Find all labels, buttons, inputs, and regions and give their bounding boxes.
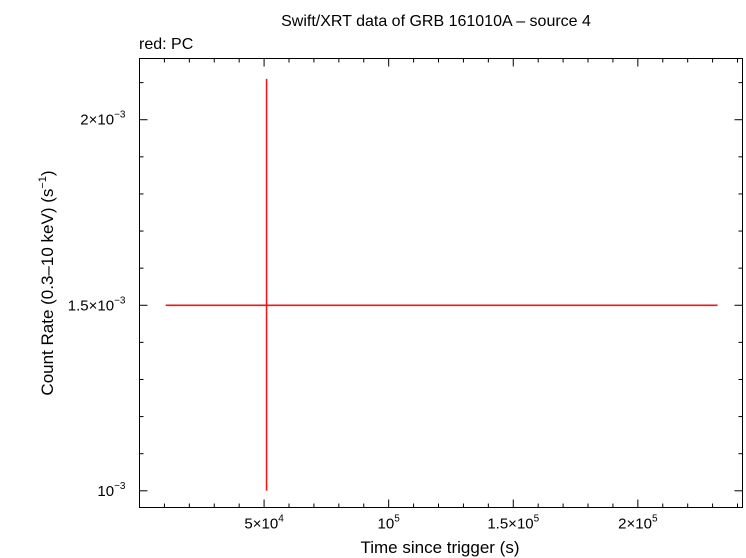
y-tick-label: 1.5×10−3 [68, 295, 126, 314]
y-axis-label: Count Rate (0.3–10 keV) (s−1) [37, 170, 57, 395]
y-tick-label: 2×10−3 [80, 110, 126, 129]
x-tick-label: 105 [378, 514, 401, 533]
y-axis-label-main: Count Rate (0.3–10 keV) (s [38, 189, 57, 396]
data-point [165, 78, 718, 491]
x-tick-label: 1.5×105 [487, 514, 539, 533]
x-tick-label: 2×105 [618, 514, 658, 533]
y-axis-label-end: ) [38, 170, 57, 176]
chart-title: Swift/XRT data of GRB 161010A – source 4 [281, 13, 591, 30]
data-layer [165, 78, 718, 491]
axis-ticks: 5×104 105 1.5×105 2×105 10−3 1.5×10−3 2×10−3 [68, 58, 743, 533]
x-tick-label: 5×104 [244, 514, 284, 533]
chart-subtitle: red: PC [139, 36, 193, 53]
y-axis-label-sup: −1 [37, 176, 49, 189]
plot-frame [139, 58, 743, 508]
x-axis-label: Time since trigger (s) [360, 538, 519, 557]
y-tick-label: 10−3 [97, 481, 126, 500]
